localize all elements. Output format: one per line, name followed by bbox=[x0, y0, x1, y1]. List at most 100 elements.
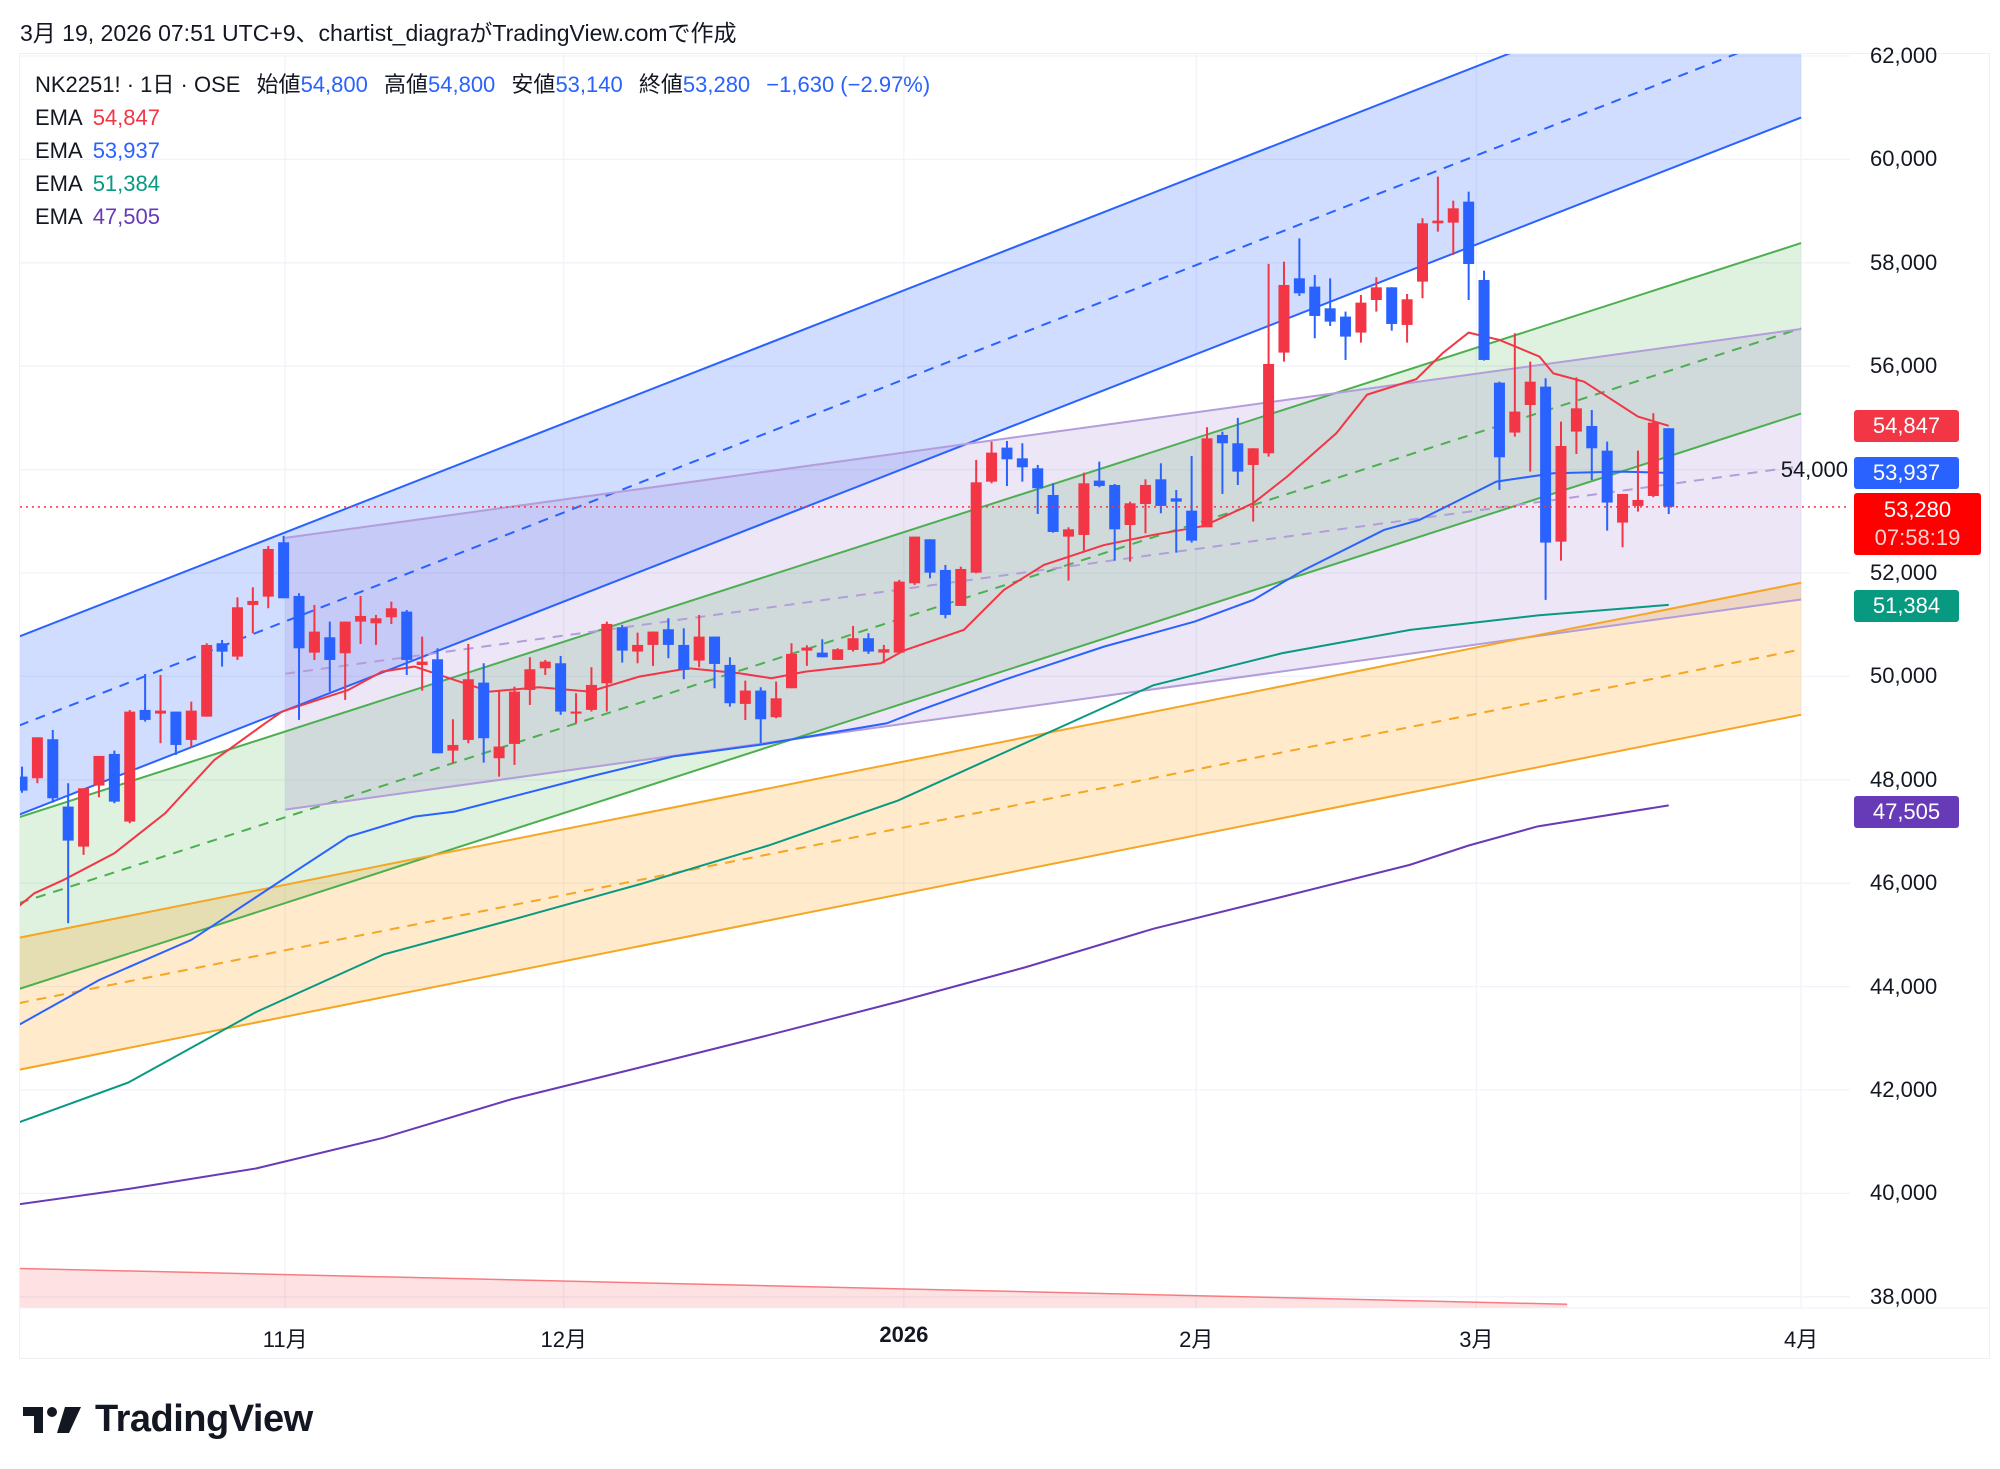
candle-body bbox=[385, 608, 397, 618]
candle-body bbox=[739, 690, 751, 704]
candle-body bbox=[1601, 450, 1613, 503]
tradingview-logo[interactable]: TradingView bbox=[23, 1398, 313, 1441]
candle-down bbox=[862, 633, 874, 654]
ema-lines bbox=[20, 331, 1670, 1206]
candle-body bbox=[770, 698, 782, 718]
legend-ema-4[interactable]: EMA 47,505 bbox=[35, 200, 930, 233]
candle-body bbox=[247, 600, 259, 605]
candle-body bbox=[1155, 479, 1167, 506]
candle-body bbox=[1093, 480, 1105, 486]
y-tick-label: 56,000 bbox=[1870, 353, 1938, 379]
candle-body bbox=[1278, 284, 1290, 353]
candle-up bbox=[31, 737, 43, 784]
candle-body bbox=[1309, 286, 1321, 316]
candle-body bbox=[1293, 278, 1305, 294]
candle-down bbox=[755, 687, 767, 744]
candle-body bbox=[678, 644, 690, 670]
candle-body bbox=[570, 711, 582, 714]
candle-body bbox=[432, 659, 444, 754]
candle-body bbox=[878, 649, 890, 653]
red-zone-fill bbox=[20, 1268, 1568, 1308]
candle-body bbox=[1493, 382, 1505, 458]
candle-body bbox=[62, 806, 74, 841]
legend: NK2251! · 1日 · OSE 始値54,800 高値54,800 安値5… bbox=[35, 68, 930, 233]
ema-value: 54,847 bbox=[92, 105, 160, 130]
candle-up bbox=[909, 536, 921, 585]
candle-body bbox=[816, 652, 828, 658]
candle-body bbox=[1370, 287, 1382, 300]
candle-down bbox=[293, 593, 305, 720]
y-tick-label: 44,000 bbox=[1870, 973, 1938, 999]
candle-up bbox=[1416, 218, 1428, 299]
candle-body bbox=[1216, 434, 1228, 444]
symbol-label[interactable]: NK2251! · 1日 · OSE bbox=[35, 72, 241, 97]
candle-up bbox=[416, 636, 428, 691]
candle-body bbox=[693, 636, 705, 661]
candle-up bbox=[1247, 448, 1259, 522]
candle-down bbox=[924, 539, 936, 579]
channel-lower-line bbox=[20, 116, 1802, 816]
candle-down bbox=[62, 783, 74, 924]
candle-down bbox=[1032, 464, 1044, 514]
candle-down bbox=[1047, 483, 1059, 533]
channel-upper-line bbox=[20, 242, 1802, 818]
candle-up bbox=[462, 643, 474, 744]
candle-down bbox=[1586, 409, 1598, 480]
ema-label: EMA bbox=[35, 171, 83, 196]
candle-up bbox=[231, 597, 243, 660]
candle-body bbox=[201, 644, 213, 717]
candle-body bbox=[1663, 428, 1675, 507]
candle-body bbox=[1463, 201, 1475, 264]
candle-body bbox=[139, 709, 151, 720]
channel-fill bbox=[20, 54, 1802, 815]
candle-up bbox=[739, 680, 751, 720]
candle-body bbox=[262, 548, 274, 597]
candle-up bbox=[447, 719, 459, 764]
candle-down bbox=[216, 639, 228, 667]
candle-body bbox=[1447, 208, 1459, 223]
channel-lower-line bbox=[285, 598, 1802, 811]
candle-down bbox=[20, 766, 28, 793]
candle-down bbox=[1340, 311, 1352, 360]
y-tick-label: 48,000 bbox=[1870, 766, 1938, 792]
candle-body bbox=[1570, 408, 1582, 432]
ema-label: EMA bbox=[35, 105, 83, 130]
candle-body bbox=[755, 690, 767, 720]
x-tick-label: 4月 bbox=[1783, 1327, 1819, 1352]
red-zone-line bbox=[20, 1267, 1568, 1306]
low-value: 53,140 bbox=[555, 72, 623, 97]
candle-down bbox=[1093, 461, 1105, 488]
candle-body bbox=[1340, 316, 1352, 337]
candle-body bbox=[893, 581, 905, 653]
candle-body bbox=[970, 482, 982, 573]
ema-line bbox=[20, 603, 1669, 1123]
legend-ema-2[interactable]: EMA 53,937 bbox=[35, 134, 930, 167]
candle-body bbox=[278, 542, 290, 599]
candle-body bbox=[293, 595, 305, 649]
channel-upper-line bbox=[285, 327, 1802, 539]
candle-up bbox=[1647, 413, 1659, 498]
candle-body bbox=[1540, 386, 1552, 543]
channel-drawings bbox=[20, 54, 1802, 1308]
candle-body bbox=[93, 755, 105, 786]
candle-up bbox=[1139, 479, 1151, 534]
candle-body bbox=[370, 618, 382, 624]
candle-down bbox=[1155, 463, 1167, 514]
candle-body bbox=[1647, 422, 1659, 496]
candle-body bbox=[1232, 443, 1244, 472]
legend-ema-3[interactable]: EMA 51,384 bbox=[35, 167, 930, 200]
candle-body bbox=[20, 776, 28, 791]
candle-up bbox=[770, 681, 782, 719]
ema-value: 47,505 bbox=[92, 204, 160, 229]
legend-ema-1[interactable]: EMA 54,847 bbox=[35, 101, 930, 134]
candle-up bbox=[1401, 293, 1413, 343]
candle-up bbox=[847, 625, 859, 652]
ema-label: EMA bbox=[35, 204, 83, 229]
ema-line bbox=[20, 331, 1670, 907]
candle-body bbox=[1139, 484, 1151, 504]
candle-body bbox=[955, 568, 967, 606]
y-tick-label: 54,000 bbox=[1780, 456, 1848, 482]
candle-up bbox=[539, 659, 551, 675]
candle-down bbox=[1386, 287, 1398, 331]
